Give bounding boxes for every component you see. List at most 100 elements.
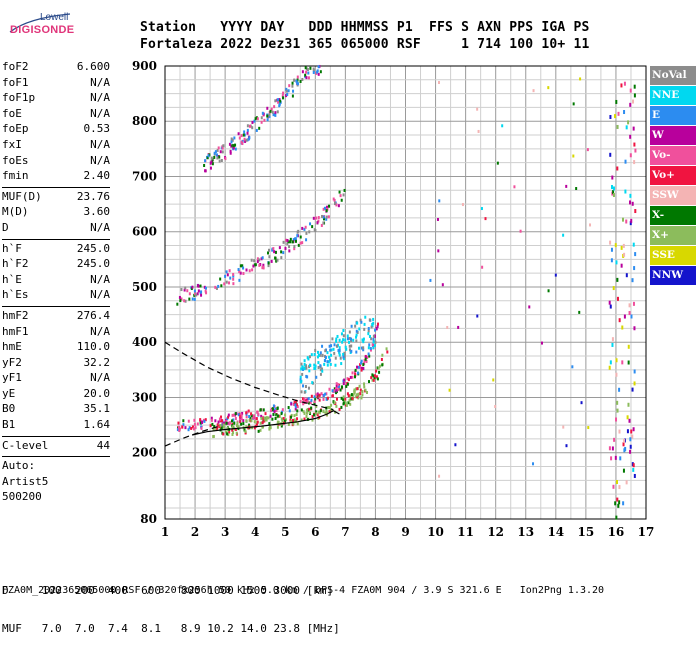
echo-point bbox=[376, 377, 379, 381]
noise-point bbox=[496, 161, 499, 165]
echo-point bbox=[254, 417, 257, 421]
interference-point bbox=[616, 124, 619, 129]
echo-point bbox=[363, 322, 366, 326]
echo-point bbox=[290, 402, 293, 406]
echo-point bbox=[300, 390, 303, 394]
echo-point bbox=[313, 367, 316, 371]
echo-point bbox=[304, 385, 307, 389]
interference-point bbox=[615, 515, 618, 520]
echo-point bbox=[253, 420, 256, 424]
echo-point bbox=[233, 136, 236, 140]
echo-point bbox=[313, 353, 316, 357]
echo-point bbox=[316, 221, 319, 225]
interference-point bbox=[617, 111, 620, 116]
echo-point bbox=[327, 405, 330, 409]
echo-point bbox=[219, 424, 222, 428]
echo-point bbox=[312, 70, 315, 74]
interference-point bbox=[616, 497, 619, 502]
echo-point bbox=[325, 409, 328, 413]
interference-point bbox=[632, 467, 635, 472]
echo-point bbox=[206, 156, 209, 160]
echo-point bbox=[330, 353, 333, 357]
echo-point bbox=[319, 364, 322, 368]
echo-point bbox=[371, 322, 374, 326]
echo-point bbox=[285, 87, 288, 91]
echo-point bbox=[340, 396, 343, 400]
y-tick-label: 400 bbox=[132, 335, 157, 349]
echo-point bbox=[326, 413, 329, 417]
echo-point bbox=[220, 158, 223, 162]
echo-point bbox=[372, 340, 375, 344]
echo-point bbox=[225, 430, 228, 434]
param-value: 32.2 bbox=[83, 355, 111, 369]
echo-point bbox=[284, 246, 287, 250]
noise-point bbox=[436, 217, 439, 221]
echo-point bbox=[338, 338, 341, 342]
echo-point bbox=[325, 397, 328, 401]
echo-point bbox=[277, 420, 280, 424]
echo-point bbox=[273, 410, 276, 414]
header-fields: Station YYYY DAY DDD HHMMSS P1 FFS S AXN… bbox=[140, 20, 590, 35]
echo-point bbox=[276, 406, 279, 410]
echo-point bbox=[265, 418, 268, 422]
echo-point bbox=[272, 247, 275, 251]
echo-point bbox=[335, 384, 338, 388]
echo-point bbox=[250, 258, 253, 262]
echo-point bbox=[299, 241, 302, 245]
echo-point bbox=[248, 418, 251, 422]
echo-point bbox=[338, 351, 341, 355]
echo-point bbox=[211, 162, 214, 166]
echo-point bbox=[234, 147, 237, 151]
echo-point bbox=[204, 289, 207, 293]
autoscaling-info: Auto: bbox=[2, 459, 36, 473]
noise-point bbox=[532, 462, 535, 466]
echo-point bbox=[330, 348, 333, 352]
echo-point bbox=[316, 69, 319, 73]
echo-point bbox=[342, 395, 345, 399]
interference-point bbox=[617, 503, 620, 508]
interference-point bbox=[611, 337, 614, 342]
interference-point bbox=[634, 209, 637, 214]
interference-point bbox=[632, 242, 635, 247]
logo-lowell-text: Lowell bbox=[40, 12, 69, 23]
echo-point bbox=[311, 415, 314, 419]
echo-point bbox=[308, 369, 311, 373]
echo-point bbox=[282, 417, 285, 421]
echo-point bbox=[255, 128, 258, 132]
echo-point bbox=[367, 380, 370, 384]
echo-point bbox=[212, 434, 215, 438]
echo-point bbox=[244, 429, 247, 433]
echo-point bbox=[325, 215, 328, 219]
echo-point bbox=[371, 343, 374, 347]
echo-point bbox=[315, 412, 318, 416]
echo-point bbox=[289, 237, 292, 241]
echo-point bbox=[354, 324, 357, 328]
doppler-legend: NoVal NNE E W Vo- Vo+ SSW X- X+ SSE NNW bbox=[650, 66, 696, 286]
echo-point bbox=[370, 325, 373, 329]
echo-point bbox=[272, 404, 275, 408]
echo-point bbox=[305, 67, 308, 71]
echo-point bbox=[255, 422, 258, 426]
legend-item: NoVal bbox=[650, 66, 696, 85]
echo-point bbox=[380, 357, 383, 361]
noise-point bbox=[492, 378, 495, 382]
echo-point bbox=[373, 344, 376, 348]
x-tick-label: 3 bbox=[221, 525, 229, 539]
echo-point bbox=[184, 286, 187, 290]
interference-point bbox=[613, 437, 616, 442]
interference-point bbox=[634, 148, 637, 153]
param-row: foF1 N/A bbox=[2, 76, 110, 92]
interference-point bbox=[610, 185, 613, 190]
echo-point bbox=[326, 207, 329, 211]
echo-point bbox=[267, 251, 270, 255]
interference-point bbox=[632, 99, 635, 104]
echo-point bbox=[243, 137, 246, 141]
echo-point bbox=[386, 350, 389, 354]
echo-point bbox=[281, 94, 284, 98]
echo-point bbox=[312, 413, 315, 417]
echo-point bbox=[329, 408, 332, 412]
param-name: fxI bbox=[2, 137, 22, 151]
echo-point bbox=[302, 410, 305, 414]
echo-point bbox=[285, 89, 288, 93]
echo-point bbox=[294, 237, 297, 241]
